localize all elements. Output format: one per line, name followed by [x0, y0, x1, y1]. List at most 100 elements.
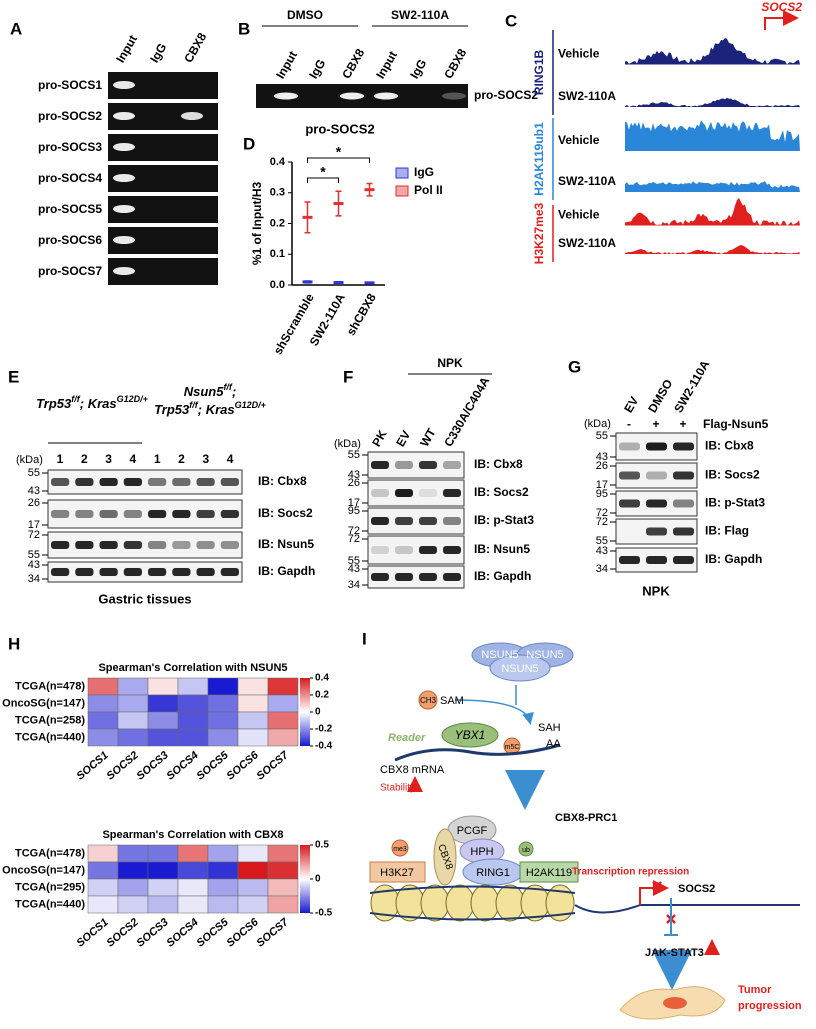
heat-cell — [147, 694, 179, 713]
band — [123, 478, 142, 486]
coverage-track — [625, 97, 800, 107]
dot — [364, 188, 375, 192]
kda-label: 55 — [348, 555, 360, 567]
lane-label: SW2-110A — [671, 358, 712, 416]
superscript: G12D/+ — [235, 400, 267, 410]
target-label: pro-SOCS2 — [474, 88, 538, 102]
significance-bracket — [307, 177, 339, 183]
footer-label: Gastric tissues — [98, 591, 191, 606]
heat-cell — [207, 861, 239, 880]
protein-label: NSUN5 — [501, 663, 538, 675]
heat-cell — [207, 895, 239, 914]
protein-label: PCGF — [457, 825, 488, 837]
rich-label: Trp53f/f; KrasG12D/+ — [36, 394, 149, 411]
heat-cell — [117, 711, 149, 730]
column-label: CBX8 — [181, 30, 209, 65]
heat-cell — [267, 844, 299, 863]
band — [99, 478, 118, 486]
heat-cell — [147, 895, 179, 914]
heat-cell — [117, 878, 149, 897]
column-label: SOCS7 — [255, 916, 292, 950]
heat-cell — [177, 694, 209, 713]
band — [220, 510, 239, 518]
band — [673, 556, 694, 564]
band — [395, 517, 413, 525]
band — [419, 489, 437, 497]
dot — [302, 215, 313, 219]
row-label: OncoSG(n=147) — [2, 697, 85, 709]
band — [443, 461, 461, 469]
band — [646, 556, 667, 564]
kda-label: 26 — [596, 460, 608, 472]
chart-title: pro-SOCS2 — [305, 121, 374, 136]
row-label: TCGA(n=478) — [15, 847, 85, 859]
row-label: TCGA(n=478) — [15, 680, 85, 692]
heat-cell — [177, 878, 209, 897]
band — [646, 442, 667, 451]
ib-label: IB: Gapdh — [474, 569, 531, 583]
heat-cell — [237, 677, 269, 696]
colorbar-label: 0 — [315, 707, 321, 718]
column-label: CBX8 — [441, 46, 469, 81]
band — [619, 499, 640, 508]
band — [443, 573, 461, 581]
colorbar-label: -0.2 — [315, 724, 333, 735]
band — [75, 568, 94, 576]
row-label: TCGA(n=295) — [15, 881, 85, 893]
heat-cell — [207, 677, 239, 696]
pathway-label: JAK-STAT3 — [645, 947, 704, 959]
heat-cell — [147, 677, 179, 696]
heat-cell — [87, 878, 119, 897]
colorbar-label: -0.4 — [315, 741, 333, 752]
band — [113, 205, 135, 213]
band — [75, 541, 94, 549]
panel-label: A — [10, 19, 22, 38]
band — [196, 541, 215, 549]
heat-cell — [117, 728, 149, 747]
column-label: SOCS7 — [255, 749, 292, 783]
text-part: Nsun5 — [184, 384, 225, 399]
row-label: pro-SOCS7 — [38, 264, 102, 278]
column-label: IgG — [306, 57, 328, 81]
band — [148, 541, 167, 549]
panel-label: D — [243, 134, 255, 153]
reader-label: Reader — [388, 732, 426, 744]
mechanism-diagram — [369, 642, 800, 1020]
band — [340, 92, 364, 100]
heat-cell — [267, 694, 299, 713]
column-label: SOCS2 — [105, 916, 141, 949]
band — [113, 267, 135, 275]
heat-cell — [267, 711, 299, 730]
group-label: SW2-110A — [391, 8, 449, 22]
heat-cell — [117, 677, 149, 696]
band — [371, 573, 389, 581]
heat-cell — [267, 878, 299, 897]
band — [75, 510, 94, 518]
kda-label: 72 — [596, 507, 608, 519]
band — [443, 489, 461, 497]
band — [220, 541, 239, 549]
significance-bracket — [307, 157, 370, 163]
band — [646, 471, 667, 480]
column-label: IgG — [147, 41, 169, 65]
ib-label: IB: Gapdh — [705, 552, 762, 566]
band — [148, 568, 167, 576]
treatment-label: Flag-Nsun5 — [703, 417, 769, 431]
band — [123, 568, 142, 576]
band — [148, 510, 167, 518]
kda-label: 43 — [28, 559, 40, 571]
aa-label: AA — [546, 738, 561, 750]
panel-label: H — [8, 634, 20, 653]
y-tick-label: 0.4 — [270, 156, 286, 168]
band — [51, 568, 70, 576]
heat-cell — [147, 728, 179, 747]
band — [99, 541, 118, 549]
column-label: IgG — [407, 57, 429, 81]
sign-label: + — [679, 417, 686, 431]
lane-label: 2 — [81, 452, 88, 466]
colorbar-label: -0.5 — [315, 908, 333, 919]
m5c-label: m5C — [505, 744, 520, 751]
ib-label: IB: Socs2 — [258, 506, 313, 520]
ib-label: IB: Nsun5 — [258, 537, 314, 551]
track-row-label: Vehicle — [558, 208, 600, 222]
